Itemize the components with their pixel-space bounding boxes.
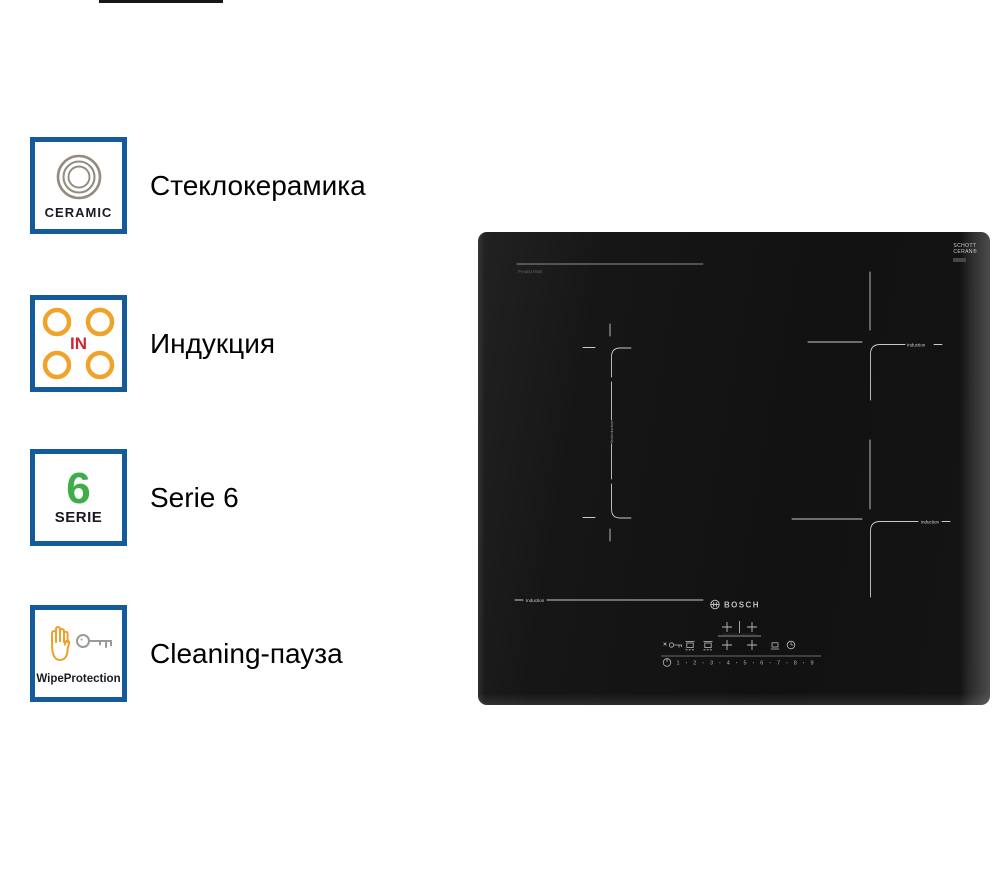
ceramic-badge-caption: CERAMIC xyxy=(44,205,113,220)
feature-label-ceramic: Стеклокерамика xyxy=(150,169,366,201)
cooktop-glass-markings: Induction induction Induction flexInduct… xyxy=(514,263,951,667)
feature-row-cleaning: WipeProtection Cleaning-пауза xyxy=(30,605,343,702)
feature-label-induction: Индукция xyxy=(150,327,276,359)
timer-clock-icon[interactable] xyxy=(786,640,796,650)
cooktop-left-bevel xyxy=(478,232,485,705)
bosch-logo: BOSCH xyxy=(710,599,760,610)
slider-level[interactable]: 3 xyxy=(710,661,713,667)
cooktop-bottom-bevel xyxy=(478,693,990,705)
model-text: PVS651FB5E xyxy=(518,269,543,274)
feature-row-serie: 6 SERIE Serie 6 xyxy=(30,449,239,546)
feature-row-ceramic: CERAMIC Стеклокерамика xyxy=(30,137,366,234)
zone-bottom-right-marking xyxy=(791,439,951,598)
control-panel: 1 2 3 4 5 6 7 8 9 xyxy=(661,621,821,667)
feature-label-serie: Serie 6 xyxy=(150,481,239,513)
slider-level[interactable]: 8 xyxy=(794,661,797,667)
schott-logo-bar xyxy=(953,258,967,262)
power-button-icon[interactable] xyxy=(662,658,672,667)
zone-select-minimap[interactable] xyxy=(718,621,761,650)
schott-line1: SCHOTT xyxy=(953,243,977,249)
slider-level[interactable]: 6 xyxy=(760,661,763,667)
schott-ceran-mark: SCHOTT CERAN® xyxy=(953,243,977,262)
wipe-badge-caption: WipeProtection xyxy=(36,672,121,685)
induction-badge: IN xyxy=(30,295,127,392)
slider-level[interactable]: 2 xyxy=(693,661,696,667)
slider-level[interactable]: 1 xyxy=(676,661,679,667)
key-icon xyxy=(75,633,112,648)
ceramic-rings-icon xyxy=(56,154,101,200)
wipe-protection-badge: WipeProtection xyxy=(30,605,127,702)
cooktop: Induction induction Induction flexInduct… xyxy=(478,232,990,705)
flex-zone-label: flexInduction xyxy=(609,421,614,443)
slider-dots xyxy=(685,662,805,664)
top-edge-artifact xyxy=(99,0,223,3)
induction-badge-caption: IN xyxy=(70,333,87,353)
zone-label-bottom-left: Induction xyxy=(526,598,545,603)
feature-label-cleaning: Cleaning-пауза xyxy=(150,637,343,669)
induction-rings-icon xyxy=(42,307,115,380)
feature-row-induction: IN Индукция xyxy=(30,295,275,392)
flex-pot-right-icon[interactable] xyxy=(703,641,713,651)
schott-line2: CERAN® xyxy=(953,248,977,255)
hand-icon xyxy=(50,625,70,661)
slider-level[interactable]: 9 xyxy=(810,661,813,667)
serie-number: 6 xyxy=(66,464,91,513)
cleaning-pause-key-icon[interactable] xyxy=(663,642,682,648)
ceramic-badge: CERAMIC xyxy=(30,137,127,234)
bosch-wordmark: BOSCH xyxy=(724,601,760,610)
cooktop-right-bevel xyxy=(960,232,990,705)
slider-level[interactable]: 4 xyxy=(727,661,730,667)
slider-level[interactable]: 5 xyxy=(743,661,746,667)
zone-top-right-marking xyxy=(807,271,943,401)
flex-pot-left-icon[interactable] xyxy=(685,641,695,651)
hand-key-icon xyxy=(50,625,112,661)
power-level-slider[interactable]: 1 2 3 4 5 6 7 8 9 xyxy=(676,661,813,667)
serie-badge-caption: SERIE xyxy=(54,509,103,526)
zone-label-top-right: Induction xyxy=(907,343,926,348)
small-pot-icon[interactable] xyxy=(770,642,780,650)
flex-zone-marking xyxy=(582,323,632,542)
serie-badge: 6 SERIE xyxy=(30,449,127,546)
slider-level[interactable]: 7 xyxy=(777,661,780,667)
bosch-emblem-icon xyxy=(710,599,720,610)
zone-label-bottom-right: induction xyxy=(921,520,940,525)
